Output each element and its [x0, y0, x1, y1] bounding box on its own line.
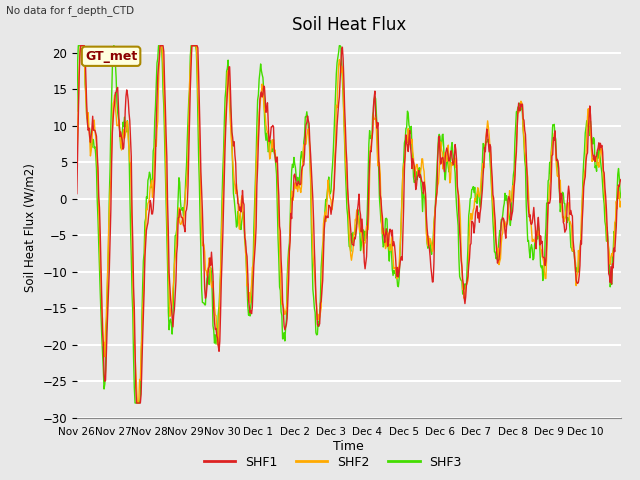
Title: Soil Heat Flux: Soil Heat Flux [292, 16, 406, 34]
SHF2 [77, 43, 84, 48]
SHF1 [84, 120, 92, 125]
SHF1 [417, 172, 424, 178]
SHF1 [224, 79, 232, 85]
SHF1 [196, 101, 204, 107]
SHF3 [433, 181, 440, 187]
SHF2 [134, 400, 142, 406]
SHF3 [617, 195, 625, 201]
Text: GT_met: GT_met [85, 50, 137, 63]
SHF3 [224, 57, 232, 63]
Line: SHF1: SHF1 [77, 46, 621, 403]
SHF2 [196, 135, 204, 141]
SHF1 [73, 191, 81, 196]
SHF1 [433, 195, 440, 201]
SHF1 [77, 43, 84, 48]
SHF2 [417, 169, 424, 175]
SHF2 [73, 164, 81, 170]
SHF3 [417, 166, 424, 171]
SHF3 [84, 117, 92, 123]
SHF2 [617, 199, 625, 204]
Line: SHF2: SHF2 [77, 46, 621, 403]
SHF3 [131, 400, 139, 406]
SHF2 [140, 273, 148, 279]
SHF2 [84, 116, 92, 121]
SHF3 [196, 180, 204, 186]
SHF1 [132, 400, 140, 406]
SHF1 [140, 288, 148, 293]
SHF2 [433, 198, 440, 204]
SHF1 [617, 177, 625, 182]
Y-axis label: Soil Heat Flux (W/m2): Soil Heat Flux (W/m2) [24, 164, 36, 292]
Line: SHF3: SHF3 [77, 46, 621, 403]
SHF3 [74, 43, 82, 48]
SHF3 [73, 108, 81, 114]
Text: No data for f_depth_CTD: No data for f_depth_CTD [6, 5, 134, 16]
Legend: SHF1, SHF2, SHF3: SHF1, SHF2, SHF3 [198, 451, 467, 474]
SHF2 [224, 68, 232, 73]
X-axis label: Time: Time [333, 440, 364, 453]
SHF3 [140, 250, 148, 256]
